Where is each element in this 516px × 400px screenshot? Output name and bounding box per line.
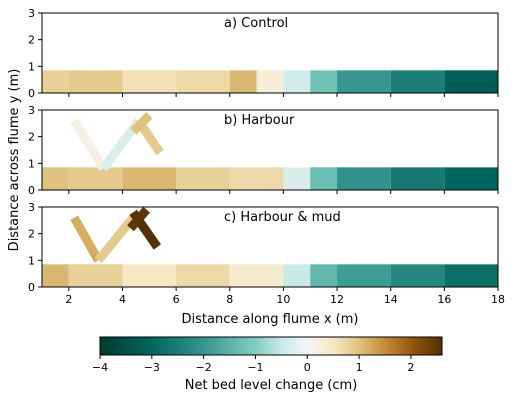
channel-segment <box>283 70 311 93</box>
channel-segment <box>337 70 391 93</box>
channel-segment <box>390 264 445 287</box>
harbour-arm <box>130 112 153 135</box>
colorbar-tick-label: −4 <box>92 361 108 374</box>
panel-frame <box>41 12 499 94</box>
y-tick-label: 0 <box>28 87 35 100</box>
channel-segment <box>444 167 498 190</box>
channel-segment <box>444 264 498 287</box>
shared-x-axis-label: Distance along flume x (m) <box>182 312 359 327</box>
y-tick-label: 2 <box>28 131 35 144</box>
x-tick-label: 4 <box>119 293 126 306</box>
harbour-arm <box>70 215 103 263</box>
panel-frame <box>41 109 499 191</box>
y-tick-label: 1 <box>28 254 35 267</box>
channel-segment <box>310 70 338 93</box>
harbour-arm <box>70 118 108 172</box>
panel-frame <box>41 206 499 288</box>
channel-segment <box>390 70 445 93</box>
colorbar: −4 −3 −2 −1 0 1 2 <box>92 336 443 374</box>
y-tick-label: 3 <box>28 201 35 214</box>
channel-segment <box>42 264 69 287</box>
x-tick-label: 2 <box>65 293 72 306</box>
channel-segment <box>256 70 284 93</box>
channel-segment <box>68 70 123 93</box>
colorbar-label: Net bed level change (cm) <box>185 378 358 393</box>
x-tick-label: 8 <box>226 293 233 306</box>
colorbar-tick-label: 2 <box>407 361 414 374</box>
x-tick-label: 12 <box>330 293 344 306</box>
panel-title: b) Harbour <box>224 113 295 128</box>
channel-segment <box>122 264 177 287</box>
channel-segment <box>310 167 338 190</box>
y-tick-label: 1 <box>28 60 35 73</box>
panel: 0 1 2 3 a) Control <box>28 7 499 100</box>
channel-segment <box>122 167 177 190</box>
y-tick-label: 1 <box>28 157 35 170</box>
harbour-arm <box>127 206 151 232</box>
channel-segment <box>176 167 230 190</box>
channel-segment <box>122 70 177 93</box>
y-tick-label: 3 <box>28 7 35 20</box>
x-tick-label: 18 <box>491 293 505 306</box>
channel-segment <box>283 167 311 190</box>
panel: 0 1 2 3 b) Harbour <box>28 104 499 197</box>
colorbar-tick-label: 0 <box>304 361 311 374</box>
harbour-arm <box>94 214 137 264</box>
colorbar-bar <box>99 336 443 356</box>
y-tick-label: 0 <box>28 281 35 294</box>
channel-segment <box>68 264 123 287</box>
channel-segment <box>337 264 391 287</box>
panel-title: c) Harbour & mud <box>224 210 341 225</box>
colorbar-tick-label: −2 <box>196 361 212 374</box>
x-tick-label: 10 <box>276 293 290 306</box>
channel-segment <box>68 167 123 190</box>
channel-segment <box>283 264 311 287</box>
channel-segment <box>229 264 284 287</box>
channel-segment <box>390 167 445 190</box>
channel-segment <box>176 264 230 287</box>
channel-segment <box>337 167 391 190</box>
x-tick-label: 14 <box>384 293 398 306</box>
x-tick-label: 6 <box>173 293 180 306</box>
colorbar-tick-label: −1 <box>247 361 263 374</box>
channel-segment <box>229 167 284 190</box>
x-tick-label: 16 <box>437 293 451 306</box>
channel-segment <box>444 70 498 93</box>
panel-title: a) Control <box>224 16 288 31</box>
y-tick-label: 3 <box>28 104 35 117</box>
panel: 0 1 2 3 c) Harbour & mud <box>28 201 499 294</box>
y-tick-label: 0 <box>28 184 35 197</box>
channel-segment <box>229 70 257 93</box>
colorbar-tick-label: −3 <box>144 361 160 374</box>
y-tick-label: 2 <box>28 34 35 47</box>
colorbar-tick-label: 1 <box>356 361 363 374</box>
channel-segment <box>310 264 338 287</box>
channel-segment <box>176 70 230 93</box>
channel-segment <box>42 167 69 190</box>
y-tick-label: 2 <box>28 228 35 241</box>
shared-y-axis-label: Distance across flume y (m) <box>7 69 22 252</box>
channel-segment <box>42 70 69 93</box>
